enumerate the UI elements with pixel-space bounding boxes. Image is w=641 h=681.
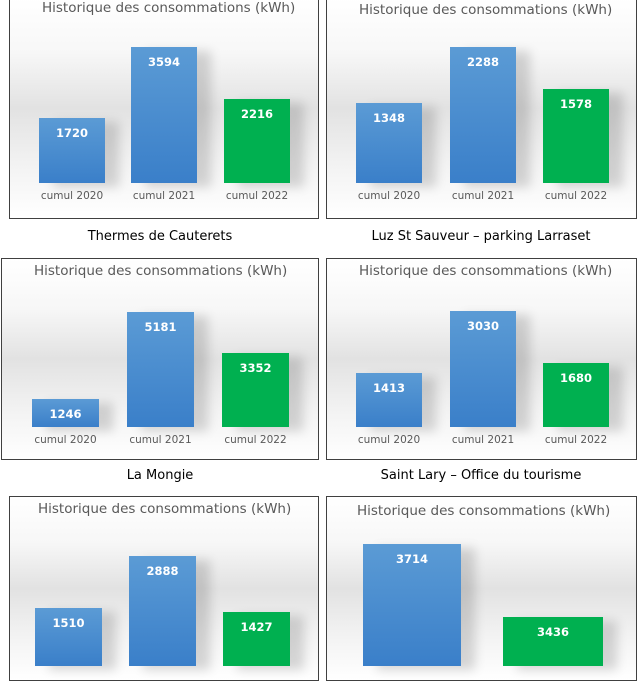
chart-title: Historique des consommations (kWh): [38, 501, 292, 517]
chart-panel: Historique des consommations (kWh) 1720 cu…: [9, 0, 319, 219]
data-label: 2288: [466, 55, 499, 69]
bar: 1427: [223, 611, 290, 666]
chart-panel: Historique des consommations (kWh) 1510 28…: [9, 496, 319, 681]
data-label: 2216: [240, 107, 273, 122]
chart-panel: Historique des consommations (kWh) 1413 cu…: [326, 258, 637, 460]
data-label: 2888: [146, 564, 179, 578]
bar: 1413: [356, 372, 422, 427]
bar: 3594: [131, 47, 197, 183]
x-tick-label: cumul 2022: [224, 434, 287, 446]
bar: 2888: [129, 556, 196, 666]
chart-title: Historique des consommations (kWh): [42, 0, 296, 16]
bar: 1246: [32, 399, 99, 427]
x-tick-label: cumul 2021: [451, 434, 515, 446]
chart-title: Historique des consommations (kWh): [34, 263, 288, 279]
bar: 1510: [35, 608, 102, 666]
data-label: 1680: [559, 370, 592, 385]
bar: 5181: [127, 312, 194, 427]
x-tick-label: cumul 2020: [357, 190, 421, 202]
x-tick-label: cumul 2022: [544, 434, 608, 446]
data-label: 1246: [49, 407, 82, 422]
bar: 3436: [503, 617, 603, 666]
chart-panel: Historique des consommations (kWh) 1246 cu…: [1, 258, 319, 460]
bar: 2216: [224, 99, 290, 183]
chart-title: Historique des consommations (kWh): [359, 263, 613, 279]
bar: 3030: [450, 311, 516, 427]
bar: 1578: [543, 89, 609, 183]
data-label: 1413: [372, 380, 405, 395]
x-tick-label: cumul 2021: [132, 190, 196, 202]
data-label: 3352: [239, 360, 272, 375]
x-tick-label: cumul 2020: [357, 434, 421, 446]
data-label: 5181: [144, 320, 177, 334]
chart-caption: Saint Lary – Office du tourisme: [380, 468, 582, 483]
data-label: 3030: [466, 319, 499, 333]
chart-caption: Thermes de Cauterets: [87, 229, 233, 244]
x-tick-label: cumul 2020: [34, 434, 97, 446]
bar: 1348: [356, 102, 422, 183]
chart-caption: La Mongie: [126, 468, 194, 483]
chart-title: Historique des consommations (kWh): [357, 503, 611, 519]
data-label: 3594: [147, 55, 180, 69]
data-label: 1720: [55, 125, 88, 140]
bar: 3714: [363, 544, 461, 666]
chart-panel: Historique des consommations (kWh) 3714 34…: [326, 496, 637, 681]
chart-panel: Historique des consommations (kWh) 1348 cu…: [326, 0, 637, 219]
data-label: 1427: [240, 619, 273, 634]
chart-title: Historique des consommations (kWh): [359, 2, 613, 18]
x-tick-label: cumul 2021: [129, 434, 192, 446]
data-label: 3436: [536, 625, 569, 640]
bar: 3352: [222, 352, 289, 427]
bar: 1680: [543, 362, 609, 427]
bar: 2288: [450, 47, 516, 183]
data-label: 3714: [395, 552, 428, 566]
data-label: 1578: [559, 97, 592, 112]
data-label: 1510: [52, 616, 85, 631]
x-tick-label: cumul 2022: [544, 190, 608, 202]
chart-caption: Luz St Sauveur – parking Larraset: [371, 229, 591, 244]
x-tick-label: cumul 2021: [451, 190, 515, 202]
x-tick-label: cumul 2020: [40, 190, 104, 202]
data-label: 1348: [372, 110, 405, 125]
x-tick-label: cumul 2022: [225, 190, 289, 202]
bar: 1720: [39, 117, 105, 183]
